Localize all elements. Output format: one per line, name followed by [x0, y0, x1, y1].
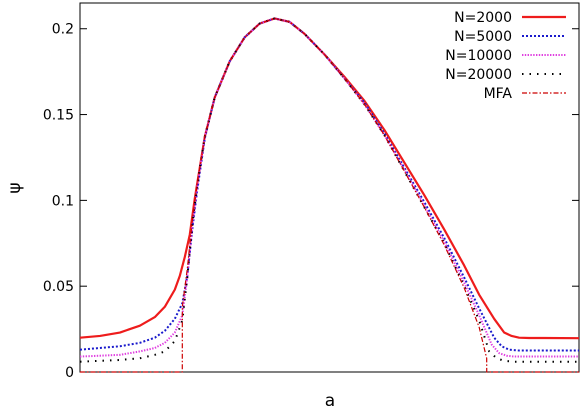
legend-label: N=20000 [445, 67, 512, 83]
y-tick-label: 0.05 [43, 279, 74, 295]
y-tick-label: 0.15 [43, 108, 74, 124]
legend-label: N=5000 [454, 29, 512, 45]
plot-border [79, 2, 580, 373]
y-axis-title: ψ [5, 182, 25, 193]
legend-label: N=2000 [454, 10, 512, 26]
y-tick-label: 0.2 [52, 22, 74, 38]
x-axis-title: a [325, 391, 335, 411]
legend: N=2000 N=5000 N=10000 N=20000 MFA [445, 10, 566, 102]
series-line-mfa [80, 17, 579, 373]
y-tick-label: 0.1 [52, 193, 74, 209]
y-axis: 0 0.05 0.1 0.15 0.2 [43, 22, 579, 381]
series-layer [79, 17, 580, 373]
plot-frame [79, 2, 580, 373]
legend-label: MFA [484, 86, 513, 102]
legend-label: N=10000 [445, 48, 512, 64]
y-tick-label: 0 [65, 365, 74, 381]
